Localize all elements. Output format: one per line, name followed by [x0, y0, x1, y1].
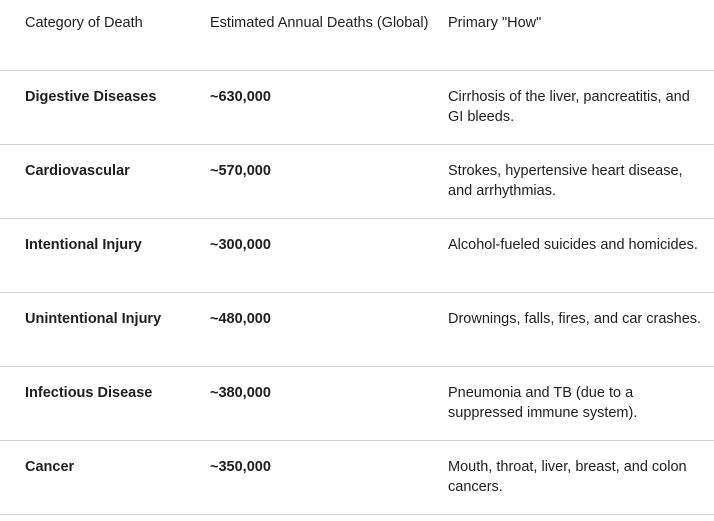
row: Unintentional Injury ~480,000 Drownings, f…	[0, 293, 714, 367]
table-body: Digestive Diseases ~630,000 Cirrhosis of t…	[0, 71, 714, 515]
cell: Infectious Disease	[25, 385, 153, 401]
row: Cardiovascular ~570,000 Strokes, hypertens…	[0, 145, 714, 219]
row: Cancer ~350,000 Mouth, throat, liver, brea…	[0, 441, 714, 515]
cell: Mouth, throat, liver, breast, and colon …	[448, 459, 687, 495]
cell: Cardiovascular	[25, 163, 130, 179]
cell: ~630,000	[210, 89, 271, 105]
cell: Digestive Diseases	[25, 89, 157, 105]
row: Infectious Disease ~380,000 Pneumonia and …	[0, 367, 714, 441]
cell: ~380,000	[210, 385, 271, 401]
cell: ~350,000	[210, 459, 271, 475]
cell: Alcohol-fueled suicides and homicides.	[448, 237, 698, 253]
header-cell: Primary "How"	[448, 15, 542, 31]
cell: Cirrhosis of the liver, pancreatitis, an…	[448, 89, 690, 125]
header-cell: Estimated Annual Deaths (Global)	[210, 15, 429, 31]
cell: Unintentional Injury	[25, 311, 162, 327]
cell: Strokes, hypertensive heart disease, and…	[448, 163, 683, 199]
cell: Cancer	[25, 459, 75, 475]
cell: Intentional Injury	[25, 237, 142, 253]
row: Intentional Injury ~300,000 Alcohol-fueled…	[0, 219, 714, 293]
cell: Pneumonia and TB (due to a suppressed im…	[448, 385, 638, 421]
cell: ~480,000	[210, 311, 271, 327]
cell: ~570,000	[210, 163, 271, 179]
cell: Drownings, falls, fires, and car crashes…	[448, 311, 702, 327]
header-row: Category of Death Estimated Annual Deaths…	[0, 0, 714, 71]
cell: ~300,000	[210, 237, 271, 253]
row: Digestive Diseases ~630,000 Cirrhosis of t…	[0, 71, 714, 145]
header-cell: Category of Death	[25, 15, 143, 31]
